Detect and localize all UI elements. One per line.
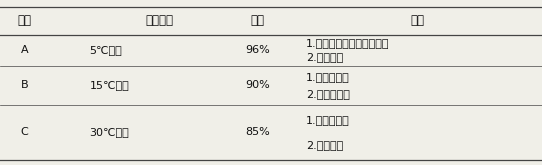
Text: 1.反应过程平稳，副产少；: 1.反应过程平稳，副产少；	[306, 38, 390, 49]
Text: 2.收率高；: 2.收率高；	[306, 52, 344, 62]
Text: 30℃左右: 30℃左右	[89, 127, 129, 137]
Text: 96%: 96%	[245, 45, 270, 55]
Text: 85%: 85%	[245, 127, 270, 137]
Text: 90%: 90%	[245, 80, 270, 90]
Text: 5℃左右: 5℃左右	[89, 45, 122, 55]
Text: 反应条件: 反应条件	[146, 14, 174, 27]
Text: 1.副反应多；: 1.副反应多；	[306, 115, 350, 125]
Text: 2.收率较高；: 2.收率较高；	[306, 89, 350, 99]
Text: A: A	[21, 45, 28, 55]
Text: B: B	[21, 80, 28, 90]
Text: 2.收率低；: 2.收率低；	[306, 140, 344, 150]
Text: 收率: 收率	[250, 14, 264, 27]
Text: 序号: 序号	[17, 14, 31, 27]
Text: 特点: 特点	[410, 14, 424, 27]
Text: 1.反应平稳；: 1.反应平稳；	[306, 72, 350, 82]
Text: 15℃左右: 15℃左右	[89, 80, 129, 90]
Text: C: C	[21, 127, 28, 137]
